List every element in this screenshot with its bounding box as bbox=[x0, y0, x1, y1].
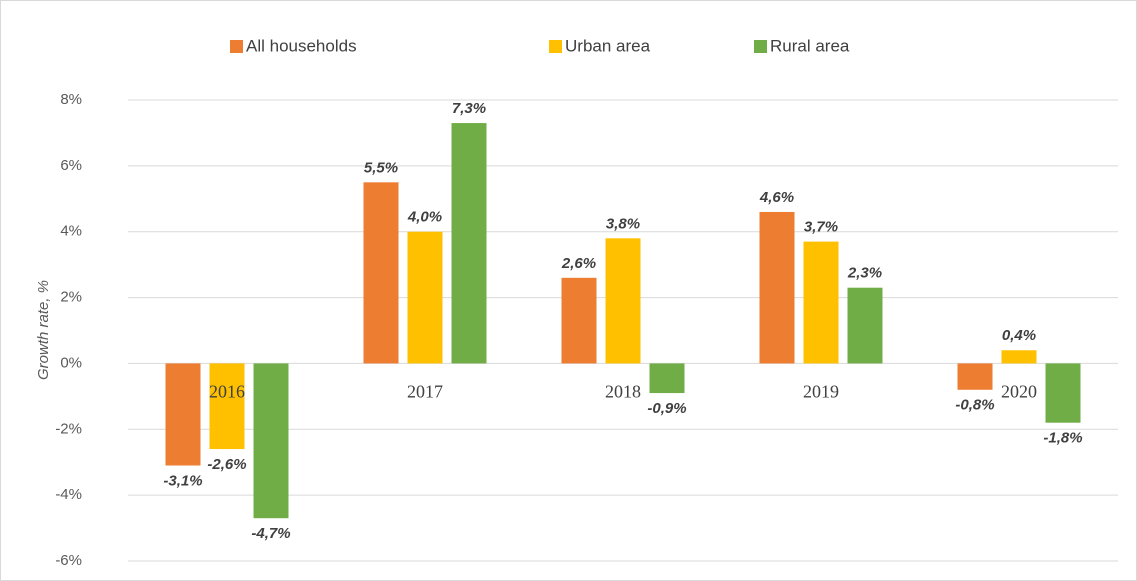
legend-swatch bbox=[549, 40, 562, 53]
bar bbox=[407, 231, 443, 364]
legend-swatch bbox=[230, 40, 243, 53]
y-tick-label: -6% bbox=[55, 552, 82, 569]
x-tick-label: 2018 bbox=[605, 382, 641, 402]
data-label: 0,4% bbox=[1002, 327, 1036, 344]
x-tick-label: 2019 bbox=[803, 382, 839, 402]
data-label: -0,8% bbox=[955, 397, 994, 414]
bar bbox=[803, 241, 839, 364]
bar bbox=[1045, 363, 1081, 423]
data-label: 2,6% bbox=[561, 255, 596, 272]
x-tick-label: 2016 bbox=[209, 382, 245, 402]
legend-label: All households bbox=[246, 36, 357, 55]
bar bbox=[649, 363, 685, 394]
y-tick-label: -2% bbox=[55, 420, 82, 437]
legend-label: Urban area bbox=[565, 36, 651, 55]
data-label: 7,3% bbox=[452, 100, 486, 117]
bar bbox=[209, 363, 245, 450]
data-label: 2,3% bbox=[847, 265, 882, 282]
bar bbox=[847, 287, 883, 364]
x-tick-label: 2017 bbox=[407, 382, 443, 402]
data-label: 5,5% bbox=[364, 159, 398, 176]
x-tick-label: 2020 bbox=[1001, 382, 1037, 402]
data-label: -0,9% bbox=[647, 400, 686, 417]
y-tick-label: 4% bbox=[60, 223, 82, 240]
data-label: -1,8% bbox=[1043, 430, 1082, 447]
bar bbox=[759, 211, 795, 364]
legend-label: Rural area bbox=[770, 36, 850, 55]
bar bbox=[165, 363, 201, 466]
bar bbox=[1001, 350, 1037, 364]
bar bbox=[451, 123, 487, 364]
data-label: -4,7% bbox=[251, 525, 290, 542]
bar bbox=[253, 363, 289, 519]
y-tick-label: 6% bbox=[60, 157, 82, 174]
data-label: 4,0% bbox=[407, 209, 442, 226]
data-label: 3,7% bbox=[804, 219, 838, 236]
data-label: -2,6% bbox=[207, 456, 246, 473]
bar bbox=[561, 277, 597, 364]
bar bbox=[957, 363, 993, 390]
data-label: 3,8% bbox=[606, 215, 640, 232]
legend-swatch bbox=[754, 40, 767, 53]
data-label: 4,6% bbox=[759, 189, 794, 206]
y-tick-label: -4% bbox=[55, 486, 82, 503]
bar bbox=[605, 238, 641, 364]
y-tick-label: 2% bbox=[60, 289, 82, 306]
y-tick-label: 0% bbox=[60, 354, 82, 371]
y-axis-label: Growth rate, % bbox=[35, 280, 52, 380]
bar bbox=[363, 182, 399, 364]
data-label: -3,1% bbox=[163, 472, 202, 489]
y-tick-label: 8% bbox=[60, 91, 82, 108]
